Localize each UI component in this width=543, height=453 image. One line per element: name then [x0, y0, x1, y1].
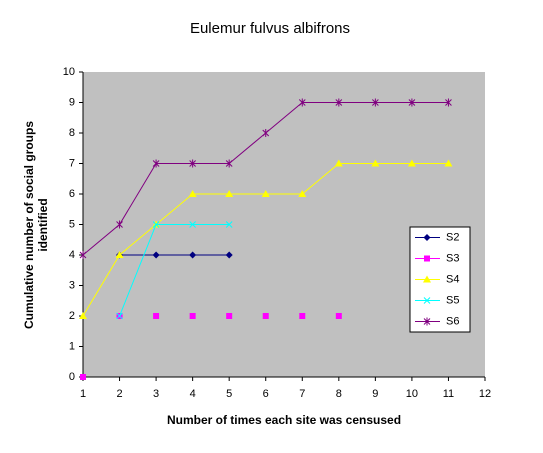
y-axis-label: Cumulative number of social groups ident… [22, 121, 50, 329]
marker [79, 312, 87, 319]
marker [226, 313, 233, 319]
x-tick-label: 10 [406, 388, 418, 400]
x-axis-label: Number of times each site was censused [167, 413, 401, 427]
marker [79, 251, 87, 259]
y-tick-label: 5 [69, 218, 75, 230]
marker [189, 313, 196, 319]
y-tick-label: 1 [69, 340, 75, 352]
legend-marker [424, 255, 430, 262]
marker [334, 159, 343, 167]
x-tick-label: 2 [116, 388, 122, 400]
marker [115, 251, 124, 258]
marker [225, 221, 233, 228]
x-tick-label: 9 [372, 388, 378, 400]
marker [298, 98, 306, 107]
legend-marker [423, 275, 431, 283]
marker [335, 313, 342, 319]
legend-marker [423, 317, 431, 326]
x-tick-label: 11 [443, 388, 454, 400]
marker [188, 190, 197, 197]
chart-title: Eulemur fulvus albifrons [190, 20, 350, 37]
x-tick-label: 8 [336, 388, 342, 400]
y-tick-label: 7 [69, 157, 75, 169]
marker [408, 98, 416, 107]
marker [80, 374, 86, 380]
legend-label: S5 [446, 294, 459, 306]
marker [153, 313, 160, 319]
y-tick-label: 3 [69, 279, 75, 291]
x-tick-label: 3 [153, 388, 159, 400]
legend-marker [423, 297, 431, 304]
marker [335, 98, 343, 107]
y-tick-label: 6 [69, 188, 75, 200]
marker [189, 221, 196, 228]
marker [225, 190, 234, 197]
marker [152, 159, 160, 168]
marker [225, 251, 233, 259]
y-tick-label: 0 [69, 371, 75, 383]
x-tick-label: 6 [263, 388, 269, 400]
y-tick-label: 2 [69, 310, 75, 322]
series-line [119, 224, 230, 317]
marker [261, 190, 270, 197]
legend-marker [423, 234, 431, 241]
legend-label: S4 [446, 273, 459, 285]
marker [152, 221, 160, 228]
y-tick-label: 8 [69, 127, 75, 139]
marker [262, 129, 270, 137]
marker [445, 98, 452, 107]
y-axis-label-line: identified [36, 198, 50, 251]
x-tick-label: 4 [190, 388, 196, 400]
y-tick-label: 4 [69, 249, 75, 261]
legend-label: S2 [446, 231, 459, 243]
marker [262, 313, 269, 319]
marker [371, 159, 380, 167]
x-tick-label: 5 [226, 388, 232, 400]
marker [444, 159, 453, 167]
marker [189, 251, 197, 259]
marker [116, 220, 123, 229]
marker [116, 312, 123, 320]
y-axis-label-line: Cumulative number of social groups [22, 121, 36, 329]
marker [225, 159, 233, 168]
y-tick-label: 9 [69, 96, 75, 108]
x-tick-label: 7 [299, 388, 305, 400]
legend-label: S6 [446, 315, 459, 327]
marker [189, 159, 196, 168]
marker [407, 159, 416, 167]
marker [152, 251, 160, 259]
x-tick-label: 1 [80, 388, 86, 400]
marker [372, 98, 379, 107]
marker [299, 313, 306, 319]
legend-label: S3 [446, 252, 459, 264]
marker [298, 190, 307, 197]
x-tick-label: 12 [479, 388, 491, 400]
y-tick-label: 10 [63, 66, 75, 78]
